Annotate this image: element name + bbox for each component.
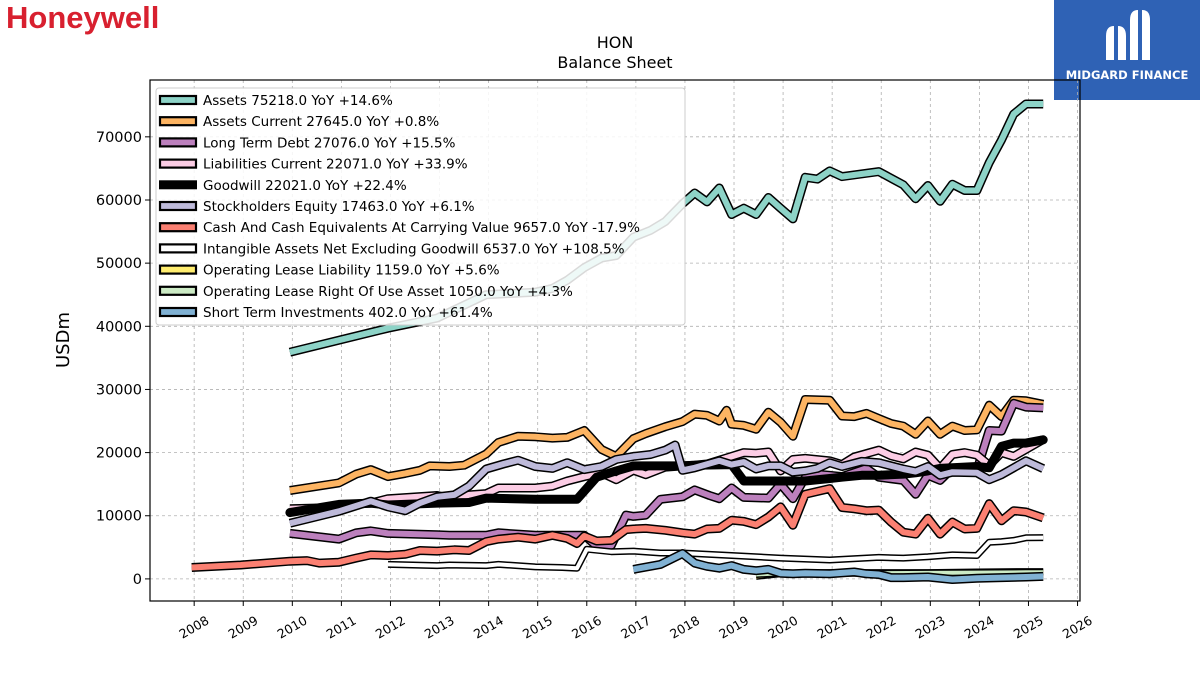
legend-box [155,87,686,326]
x-tick-label: 2015 [520,613,555,642]
series-line-6 [191,484,1045,572]
x-tick-label: 2026 [1060,613,1095,642]
legend-entry: Assets 75218.0 YoY +14.6% [158,93,393,109]
x-tick-label: 2008 [176,613,211,642]
legend-label: Short Term Investments 402.0 YoY +61.4% [203,305,493,321]
legend-entry: Operating Lease Liability 1159.0 YoY +5.… [158,263,500,279]
plot-frame [149,79,1081,602]
x-tick-label: 2013 [422,613,457,642]
legend-entry: Operating Lease Right Of Use Asset 1050.… [158,284,573,300]
legend-swatch [158,158,198,169]
legend-swatch [158,243,198,254]
x-tick-label: 2011 [324,613,359,642]
y-tick-label: 0 [133,572,142,588]
x-tick-label: 2016 [569,613,604,642]
x-tick-label: 2021 [814,613,849,642]
legend-entry: Cash And Cash Equivalents At Carrying Va… [158,220,640,236]
x-tick-label: 2023 [913,613,948,642]
series-line-stroke [289,442,1045,527]
series-line-7 [387,534,1044,572]
y-tick-label: 40000 [96,319,142,335]
legend-label: Liabilities Current 22071.0 YoY +33.9% [203,157,468,173]
legend-entry: Liabilities Current 22071.0 YoY +33.9% [158,157,468,173]
series-line-stroke [387,535,1044,571]
series-line-1 [289,395,1045,495]
series-line-stroke [285,435,1048,518]
midgard-finance-logo: MIDGARD FINANCE [1054,0,1200,100]
series-line-4 [285,435,1048,518]
legend-label: Cash And Cash Equivalents At Carrying Va… [203,220,640,236]
chart-title: HON [597,33,634,52]
legend-swatch [158,94,198,106]
honeywell-logo: Honeywell [6,0,160,35]
legend-swatch [158,306,198,318]
legend: Assets 75218.0 YoY +14.6% Assets Current … [155,87,686,326]
legend-entry: Intangible Assets Net Excluding Goodwill… [158,241,625,257]
series-line-stroke [289,396,1044,494]
x-tick-label: 2018 [667,613,702,642]
legend-label: Assets Current 27645.0 YoY +0.8% [203,114,439,130]
x-tick-label: 2025 [1011,613,1046,642]
legend-swatch [158,264,198,275]
legend-label: Goodwill 22021.0 YoY +22.4% [203,178,407,194]
legend-swatch [158,200,198,212]
series-line-10 [632,549,1044,584]
series-line-3 [289,435,1046,514]
x-tick-label: 2012 [373,613,408,642]
legend-label: Operating Lease Right Of Use Asset 1050.… [203,284,573,300]
legend-swatch [159,180,197,190]
midgard-mark-icon [1106,10,1150,60]
legend-entry: Short Term Investments 402.0 YoY +61.4% [158,305,493,321]
legend-label: Intangible Assets Net Excluding Goodwill… [203,241,625,257]
x-tick-label: 2017 [618,613,653,642]
y-tick-label: 10000 [96,509,142,525]
y-axis-label: USDm [53,312,74,368]
y-tick-label: 30000 [96,382,142,398]
x-tick-label: 2019 [716,613,751,642]
legend-swatch [158,285,198,296]
series-line-stroke [191,485,1045,571]
x-tick-label: 2009 [225,613,260,642]
x-tick-label: 2022 [863,613,898,642]
legend-entry: Stockholders Equity 17463.0 YoY +6.1% [158,199,475,215]
legend-swatch [158,222,198,233]
x-tick-label: 2020 [765,613,800,642]
y-tick-label: 50000 [96,256,142,272]
legend-swatch [158,137,198,148]
legend-entry: Goodwill 22021.0 YoY +22.4% [159,178,407,194]
legend-swatch [158,116,198,127]
y-tick-label: 20000 [96,446,142,462]
legend-label: Stockholders Equity 17463.0 YoY +6.1% [203,199,475,215]
x-tick-label: 2010 [275,613,310,642]
series-line-5 [288,440,1046,528]
x-tick-label: 2014 [471,613,506,642]
y-tick-label: 60000 [96,193,142,209]
legend-entry: Long Term Debt 27076.0 YoY +15.5% [158,135,456,151]
midgard-finance-wordmark: MIDGARD FINANCE [1065,68,1189,82]
chart-subtitle: Balance Sheet [557,53,672,72]
x-axis: 2008 2009 2010 2011 2012 2013 2014 2015 2016 2017… [176,601,1095,642]
x-tick-label: 2024 [962,613,997,642]
legend-label: Operating Lease Liability 1159.0 YoY +5.… [203,263,500,279]
legend-label: Assets 75218.0 YoY +14.6% [203,93,393,109]
y-axis: 0 10000 20000 30000 40000 50000 60000 70000 [96,130,150,588]
legend-entry: Assets Current 27645.0 YoY +0.8% [158,114,439,130]
y-tick-label: 70000 [96,130,142,146]
legend-label: Long Term Debt 27076.0 YoY +15.5% [203,135,456,151]
series-line-stroke [289,436,1045,512]
series-line-stroke [632,550,1044,583]
